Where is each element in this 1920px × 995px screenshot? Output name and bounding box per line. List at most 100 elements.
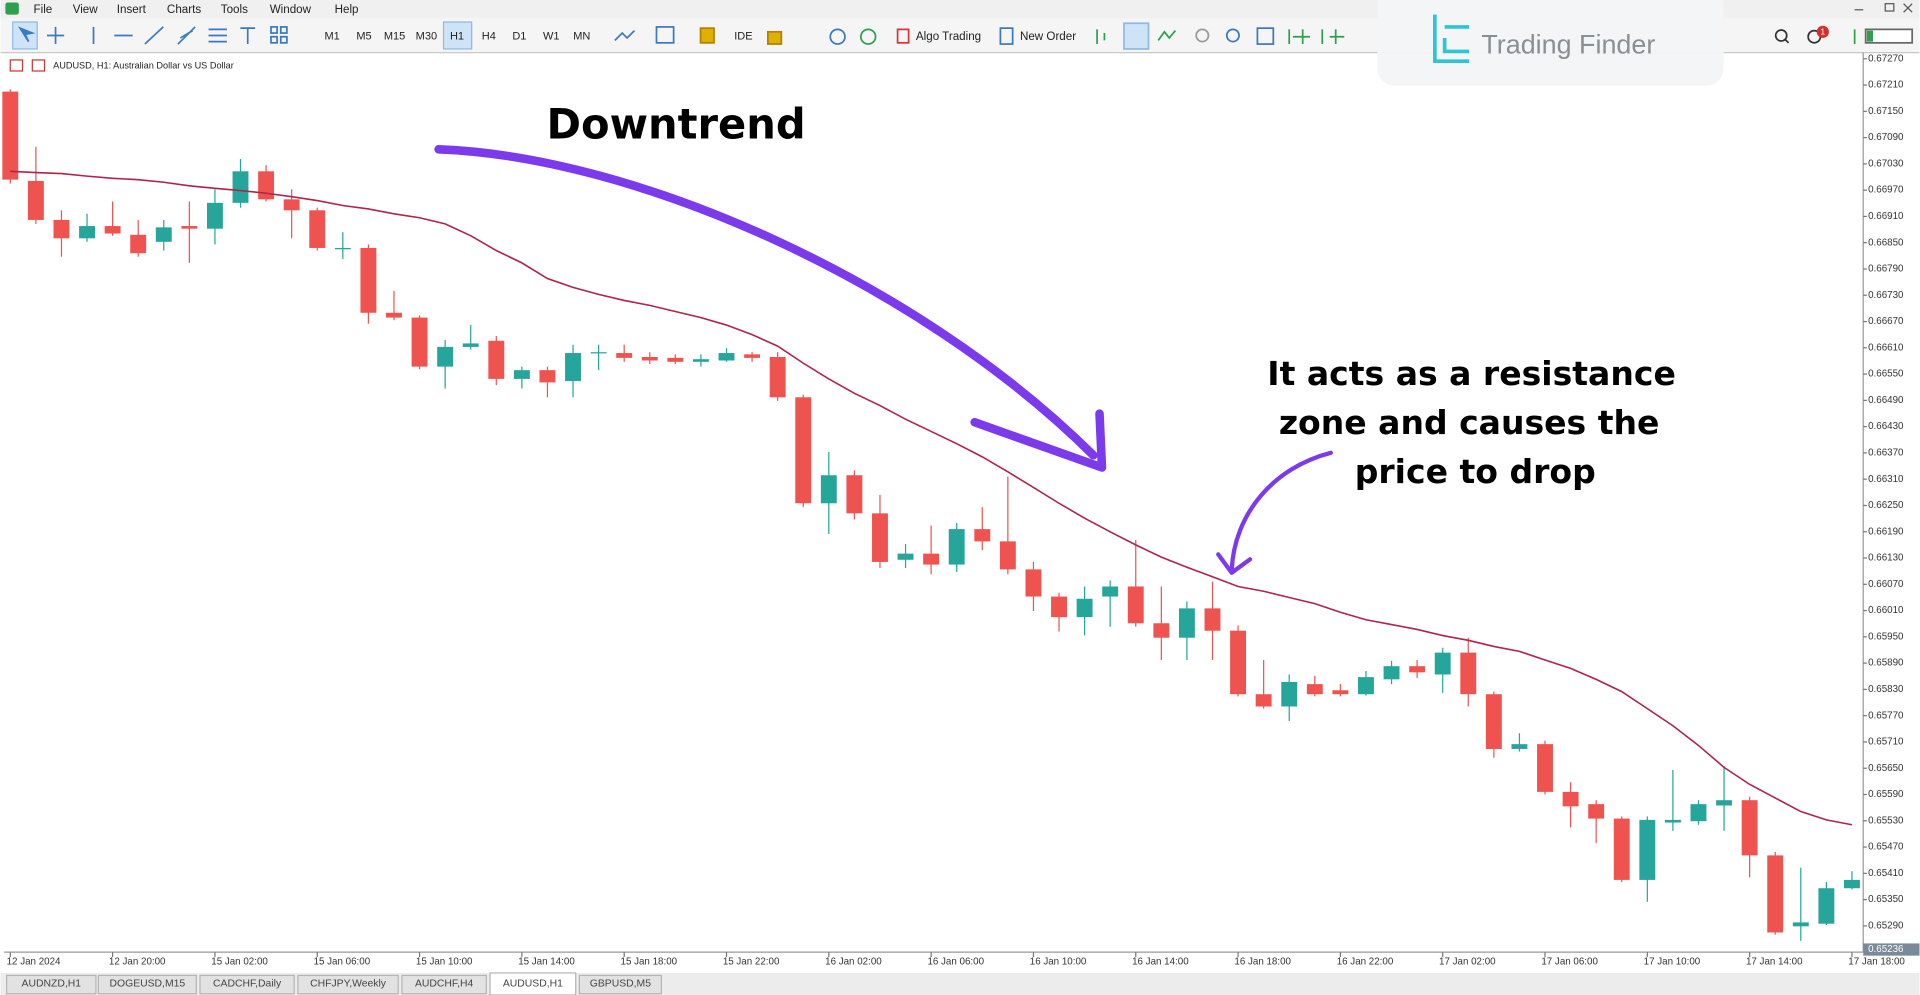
tab[interactable]: [401, 974, 487, 995]
candle-body: [283, 199, 300, 211]
tab[interactable]: [97, 974, 197, 995]
timeframe-button[interactable]: H1: [450, 31, 464, 43]
candle-body: [1664, 819, 1681, 823]
y-tick-label: 0.66730: [1868, 290, 1904, 301]
tab-label[interactable]: AUDUSD,H1: [503, 979, 563, 990]
candle-body: [1358, 677, 1374, 695]
tab-label[interactable]: GBPUSD,M5: [590, 979, 651, 990]
y-tick-label: 0.65650: [1868, 763, 1904, 774]
candle-body: [1102, 586, 1119, 597]
candle-body: [590, 352, 607, 354]
x-tick-label: 16 Jan 14:00: [1132, 957, 1189, 968]
timeframe-button[interactable]: M1: [325, 31, 340, 43]
candle-body: [1178, 608, 1195, 638]
candle-body: [744, 354, 761, 358]
y-tick-label: 0.67030: [1868, 158, 1904, 169]
current-price-label: 0.65236: [1868, 944, 1904, 955]
timeframe-button[interactable]: M30: [416, 31, 437, 43]
ide-button[interactable]: IDE: [734, 31, 752, 43]
y-tick-label: 0.67210: [1868, 80, 1904, 91]
y-tick-label: 0.65470: [1868, 842, 1904, 853]
chart-title: AUDUSD, H1: Australian Dollar vs US Doll…: [53, 61, 234, 71]
x-tick-label: 15 Jan 22:00: [723, 957, 780, 968]
app-icon: [5, 2, 19, 15]
x-tick-label: 12 Jan 2024: [7, 957, 61, 968]
timeframe-button[interactable]: W1: [543, 31, 560, 43]
candle-body: [1332, 690, 1349, 695]
tab[interactable]: [5, 974, 97, 995]
x-tick-label: 12 Jan 20:00: [109, 957, 166, 968]
tab[interactable]: [199, 974, 295, 995]
current-price-box: [1863, 943, 1920, 956]
menu-item[interactable]: View: [73, 3, 99, 16]
tab-label[interactable]: AUDCHF,H4: [415, 979, 474, 990]
candle-body: [1537, 744, 1553, 792]
candle-body: [462, 343, 479, 347]
new-order-button[interactable]: New Order: [1020, 30, 1076, 43]
candle-body: [1230, 630, 1247, 695]
annotation-line: It acts as a resistance: [1267, 354, 1676, 393]
tab[interactable]: [297, 974, 399, 995]
x-tick-label: 15 Jan 10:00: [416, 957, 473, 968]
candle-body: [1639, 819, 1656, 880]
x-tick-label: 17 Jan 06:00: [1541, 957, 1598, 968]
tab-label[interactable]: CHFJPY,Weekly: [310, 979, 387, 990]
menu-item[interactable]: Charts: [167, 3, 201, 16]
algo-trading-button[interactable]: Algo Trading: [916, 30, 981, 43]
y-tick-label: 0.65350: [1868, 894, 1904, 905]
x-tick-label: 17 Jan 02:00: [1439, 957, 1496, 968]
y-tick-label: 0.66430: [1868, 421, 1904, 432]
candle-body: [1716, 800, 1733, 806]
y-tick-label: 0.66550: [1868, 369, 1904, 380]
candle-body: [411, 317, 428, 367]
y-tick-label: 0.65830: [1868, 684, 1904, 695]
chart-icon: [31, 59, 46, 72]
candle-body: [1153, 623, 1170, 638]
candle-body: [769, 356, 786, 398]
window-controls: [1854, 3, 1913, 13]
candle-body: [1025, 569, 1042, 597]
y-tick-label: 0.65530: [1868, 815, 1904, 826]
candle-body: [1741, 800, 1758, 856]
tab-label[interactable]: CADCHF,Daily: [213, 979, 282, 990]
tab[interactable]: [578, 974, 662, 995]
y-tick-label: 0.66970: [1868, 185, 1904, 196]
candle-body: [386, 312, 402, 318]
tab-label[interactable]: AUDNZD,H1: [22, 979, 82, 990]
candle-body: [846, 475, 863, 514]
menu-item[interactable]: Window: [270, 3, 312, 16]
tab[interactable]: [489, 972, 577, 995]
timeframe-button[interactable]: D1: [512, 31, 526, 43]
x-tick-label: 15 Jan 02:00: [211, 957, 268, 968]
notification-badge: [1816, 25, 1829, 38]
menu-item[interactable]: Tools: [221, 3, 248, 16]
tab-label[interactable]: DOGEUSD,M15: [110, 979, 186, 990]
candle-body: [27, 180, 44, 220]
menu-item[interactable]: File: [34, 3, 53, 16]
timeframe-button[interactable]: M5: [356, 31, 371, 43]
candle-body: [820, 475, 837, 504]
timeframe-button[interactable]: MN: [573, 31, 590, 43]
timeframe-button[interactable]: M15: [384, 31, 405, 43]
y-tick-label: 0.66130: [1868, 553, 1904, 564]
candle-body: [309, 210, 326, 248]
candle-body: [1383, 666, 1400, 680]
candle-body: [1127, 586, 1144, 624]
candle-body: [1076, 598, 1093, 618]
annotation: Downtrend: [546, 99, 805, 148]
x-tick-label: 16 Jan 18:00: [1234, 957, 1291, 968]
tabs: AUDNZD,H1 DOGEUSD,M15 CADCHF,Daily CHFJPY,W…: [5, 972, 662, 995]
menu-item[interactable]: Insert: [117, 3, 147, 16]
candle-body: [948, 529, 965, 565]
timeframe-button[interactable]: H4: [482, 31, 496, 43]
candle-body: [79, 226, 95, 239]
chart-icon: [9, 59, 24, 72]
candle-body: [488, 340, 505, 379]
menu-item[interactable]: Help: [335, 3, 359, 16]
logo-box: [1377, 0, 1724, 86]
x-tick-label: 16 Jan 02:00: [825, 957, 882, 968]
candle-body: [1460, 652, 1477, 695]
y-tick-label: 0.66910: [1868, 211, 1904, 222]
x-tick-label: 15 Jan 06:00: [314, 957, 371, 968]
x-tick-label: 16 Jan 06:00: [927, 957, 984, 968]
